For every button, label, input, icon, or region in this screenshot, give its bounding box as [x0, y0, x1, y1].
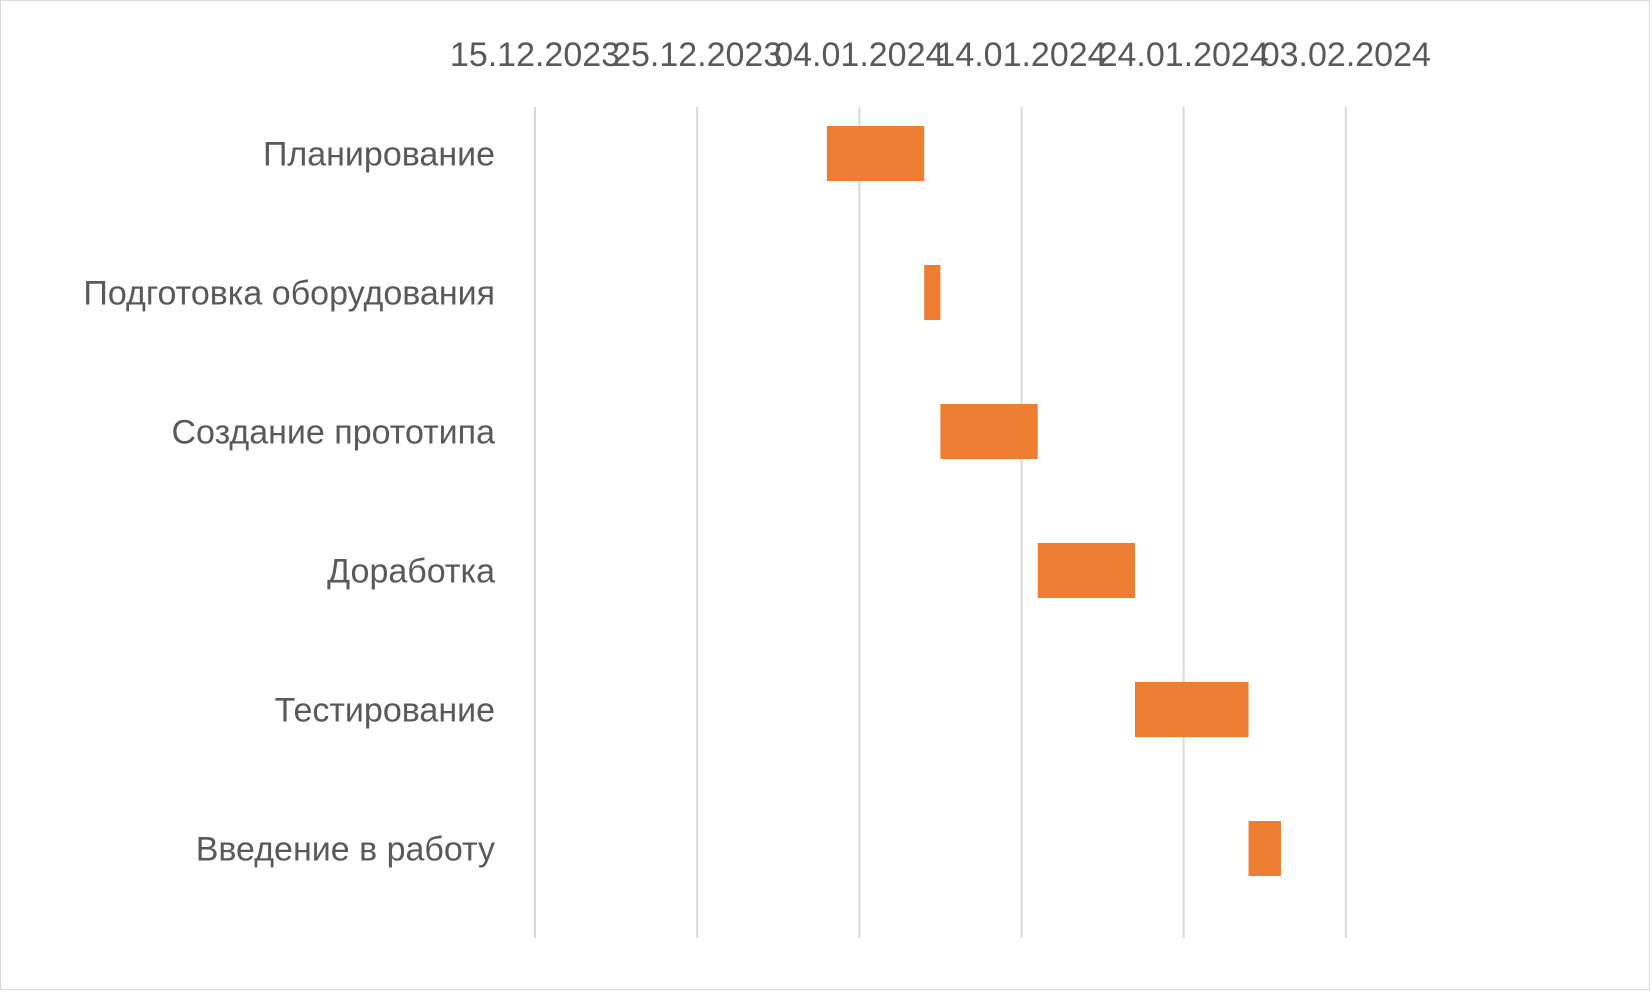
category-label: Тестирование	[275, 692, 495, 730]
task-bar	[826, 126, 925, 181]
x-tick-label: 24.01.2024	[1099, 36, 1269, 74]
x-tick-label: 14.01.2024	[936, 36, 1106, 74]
category-label: Создание прототипа	[171, 414, 495, 452]
x-tick-label: 25.12.2023	[612, 36, 782, 74]
category-label: Доработка	[327, 553, 495, 591]
x-tick-label: 15.12.2023	[450, 36, 620, 74]
category-label: Подготовка оборудования	[83, 275, 495, 313]
task-bar	[940, 404, 1038, 459]
task-bar	[924, 265, 941, 320]
x-tick-label: 03.02.2024	[1261, 36, 1431, 74]
task-bar	[1248, 821, 1281, 876]
category-label: Введение в работу	[196, 831, 495, 869]
x-tick-label: 04.01.2024	[774, 36, 944, 74]
category-label: Планирование	[263, 136, 495, 174]
task-bar	[1037, 543, 1136, 598]
task-bar	[1135, 682, 1249, 737]
